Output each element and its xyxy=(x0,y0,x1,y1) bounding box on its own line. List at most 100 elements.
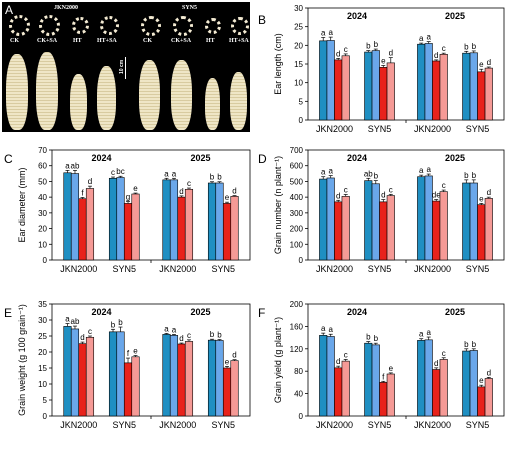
bar-f-2025-JKN2000-CK+SA xyxy=(424,339,433,417)
y-tick-label-e: 5 xyxy=(43,396,48,405)
treatment-label-cksa-1: CK+SA xyxy=(37,38,58,44)
bar-b-2025-SYN5-HT+SA xyxy=(484,67,493,121)
y-tick-label-e: 10 xyxy=(38,380,47,389)
panel-letter-c: C xyxy=(4,152,13,166)
y-tick-label-d: 100 xyxy=(290,240,304,249)
bar-f-2024-SYN5-CK+SA xyxy=(371,344,380,417)
significance-letter-c: e xyxy=(225,193,230,202)
significance-letter-e: b xyxy=(210,330,215,339)
bar-b-2024-JKN2000-HT+SA xyxy=(341,55,350,121)
bar-b-2025-SYN5-HT xyxy=(477,71,486,121)
bar-f-2024-JKN2000-CK xyxy=(319,335,328,417)
significance-letter-e: b xyxy=(118,318,123,327)
significance-letter-d: d xyxy=(381,191,385,200)
bar-d-2025-JKN2000-HT xyxy=(432,200,441,261)
significance-letter-f: e xyxy=(479,376,484,385)
cultivar-label-syn5: SYN5 xyxy=(182,5,198,11)
bar-e-2025-SYN5-HT+SA xyxy=(230,360,239,417)
bar-c-2025-JKN2000-CK xyxy=(162,179,171,261)
significance-letter-b: b xyxy=(464,42,469,51)
significance-letter-b: b xyxy=(374,40,379,49)
bar-c-2024-SYN5-CK xyxy=(108,177,118,261)
x-category-label-b: SYN5 xyxy=(466,124,490,134)
bar-b-2025-JKN2000-HT xyxy=(432,60,441,121)
y-tick-label-b: 30 xyxy=(294,4,303,13)
ear-jkn-htsa xyxy=(97,66,116,130)
significance-letter-c: a xyxy=(172,169,177,178)
ear-syn-htsa xyxy=(230,72,247,130)
y-tick-label-c: 50 xyxy=(38,177,47,186)
ear-syn-cksa xyxy=(171,60,192,130)
treatment-label-ht-1: HT xyxy=(73,38,82,44)
bar-e-2025-JKN2000-HT+SA xyxy=(184,341,194,417)
significance-letter-c: f xyxy=(81,188,84,197)
significance-letter-d: b xyxy=(374,172,379,181)
significance-letter-c: b xyxy=(210,173,215,182)
panel-letter-e: E xyxy=(4,306,12,320)
bar-c-2025-SYN5-HT xyxy=(222,203,232,261)
significance-letter-d: e xyxy=(479,194,484,203)
significance-letter-e: d xyxy=(232,351,236,360)
y-tick-label-d: 0 xyxy=(299,256,304,265)
panel-letter-d: D xyxy=(258,152,267,166)
significance-letter-f: d xyxy=(434,359,438,368)
bar-f-2025-JKN2000-CK xyxy=(417,340,426,417)
scale-bar xyxy=(125,57,126,79)
bar-e-2024-SYN5-CK+SA xyxy=(116,331,125,417)
x-category-label-b: JKN2000 xyxy=(316,124,353,134)
significance-letter-e: c xyxy=(88,327,92,336)
year-label-f: 2024 xyxy=(347,307,367,317)
ear-jkn-ck xyxy=(6,54,28,130)
bar-e-2024-JKN2000-HT+SA xyxy=(85,336,95,417)
significance-letter-f: e xyxy=(389,364,394,373)
x-category-label-e: JKN2000 xyxy=(60,420,97,430)
bar-d-2024-SYN5-CK+SA xyxy=(371,183,380,261)
y-tick-label-b: 15 xyxy=(294,60,303,69)
significance-letter-d: ab xyxy=(364,169,373,178)
bar-e-2024-JKN2000-HT xyxy=(78,343,87,417)
bar-f-2024-SYN5-HT xyxy=(379,382,388,417)
y-tick-label-f: 120 xyxy=(290,345,304,354)
significance-letter-c: ab xyxy=(71,161,80,170)
bar-f-2025-SYN5-CK xyxy=(462,350,471,417)
significance-letter-f: b xyxy=(374,334,379,343)
bar-d-2024-JKN2000-CK+SA xyxy=(326,177,335,261)
year-label-c: 2025 xyxy=(190,153,210,163)
y-tick-label-e: 20 xyxy=(38,348,47,357)
significance-letter-e: d xyxy=(80,333,84,342)
bar-c-2025-SYN5-CK+SA xyxy=(215,182,224,261)
significance-letter-c: b xyxy=(217,173,222,182)
bar-b-2024-JKN2000-CK+SA xyxy=(326,40,335,121)
significance-letter-d: d xyxy=(487,188,491,197)
significance-letter-f: a xyxy=(419,330,424,339)
bar-d-2025-SYN5-HT xyxy=(477,204,486,261)
year-label-d: 2025 xyxy=(445,153,465,163)
cross-section-syn-ht xyxy=(205,18,221,34)
y-tick-label-e: 15 xyxy=(38,364,47,373)
significance-letter-c: a xyxy=(65,161,70,170)
x-category-label-f: JKN2000 xyxy=(414,420,451,430)
bar-e-2025-JKN2000-CK xyxy=(162,334,171,417)
bar-c-2024-JKN2000-HT xyxy=(78,198,87,261)
y-tick-label-e: 30 xyxy=(38,316,47,325)
bar-c-2025-SYN5-CK xyxy=(207,182,217,261)
y-tick-label-b: 5 xyxy=(299,97,304,106)
y-tick-label-f: 0 xyxy=(299,412,304,421)
x-category-label-c: SYN5 xyxy=(212,264,236,274)
significance-letter-f: a xyxy=(426,328,431,337)
significance-letter-f: b xyxy=(366,333,371,342)
significance-letter-b: c xyxy=(442,44,446,53)
y-axis-label-b: Ear length (cm) xyxy=(273,33,283,95)
significance-letter-d: a xyxy=(328,167,333,176)
ear-syn-ck xyxy=(139,60,160,130)
bar-f-2024-SYN5-CK xyxy=(364,342,373,417)
significance-letter-c: e xyxy=(133,184,138,193)
cross-section-jkn-ht xyxy=(72,17,89,34)
bar-d-2025-SYN5-CK xyxy=(462,182,471,261)
y-tick-label-b: 10 xyxy=(294,79,303,88)
bar-d-2024-SYN5-HT+SA xyxy=(386,195,395,261)
y-tick-label-d: 400 xyxy=(290,193,304,202)
significance-letter-f: c xyxy=(344,350,348,359)
bar-d-2024-JKN2000-HT+SA xyxy=(341,196,350,261)
